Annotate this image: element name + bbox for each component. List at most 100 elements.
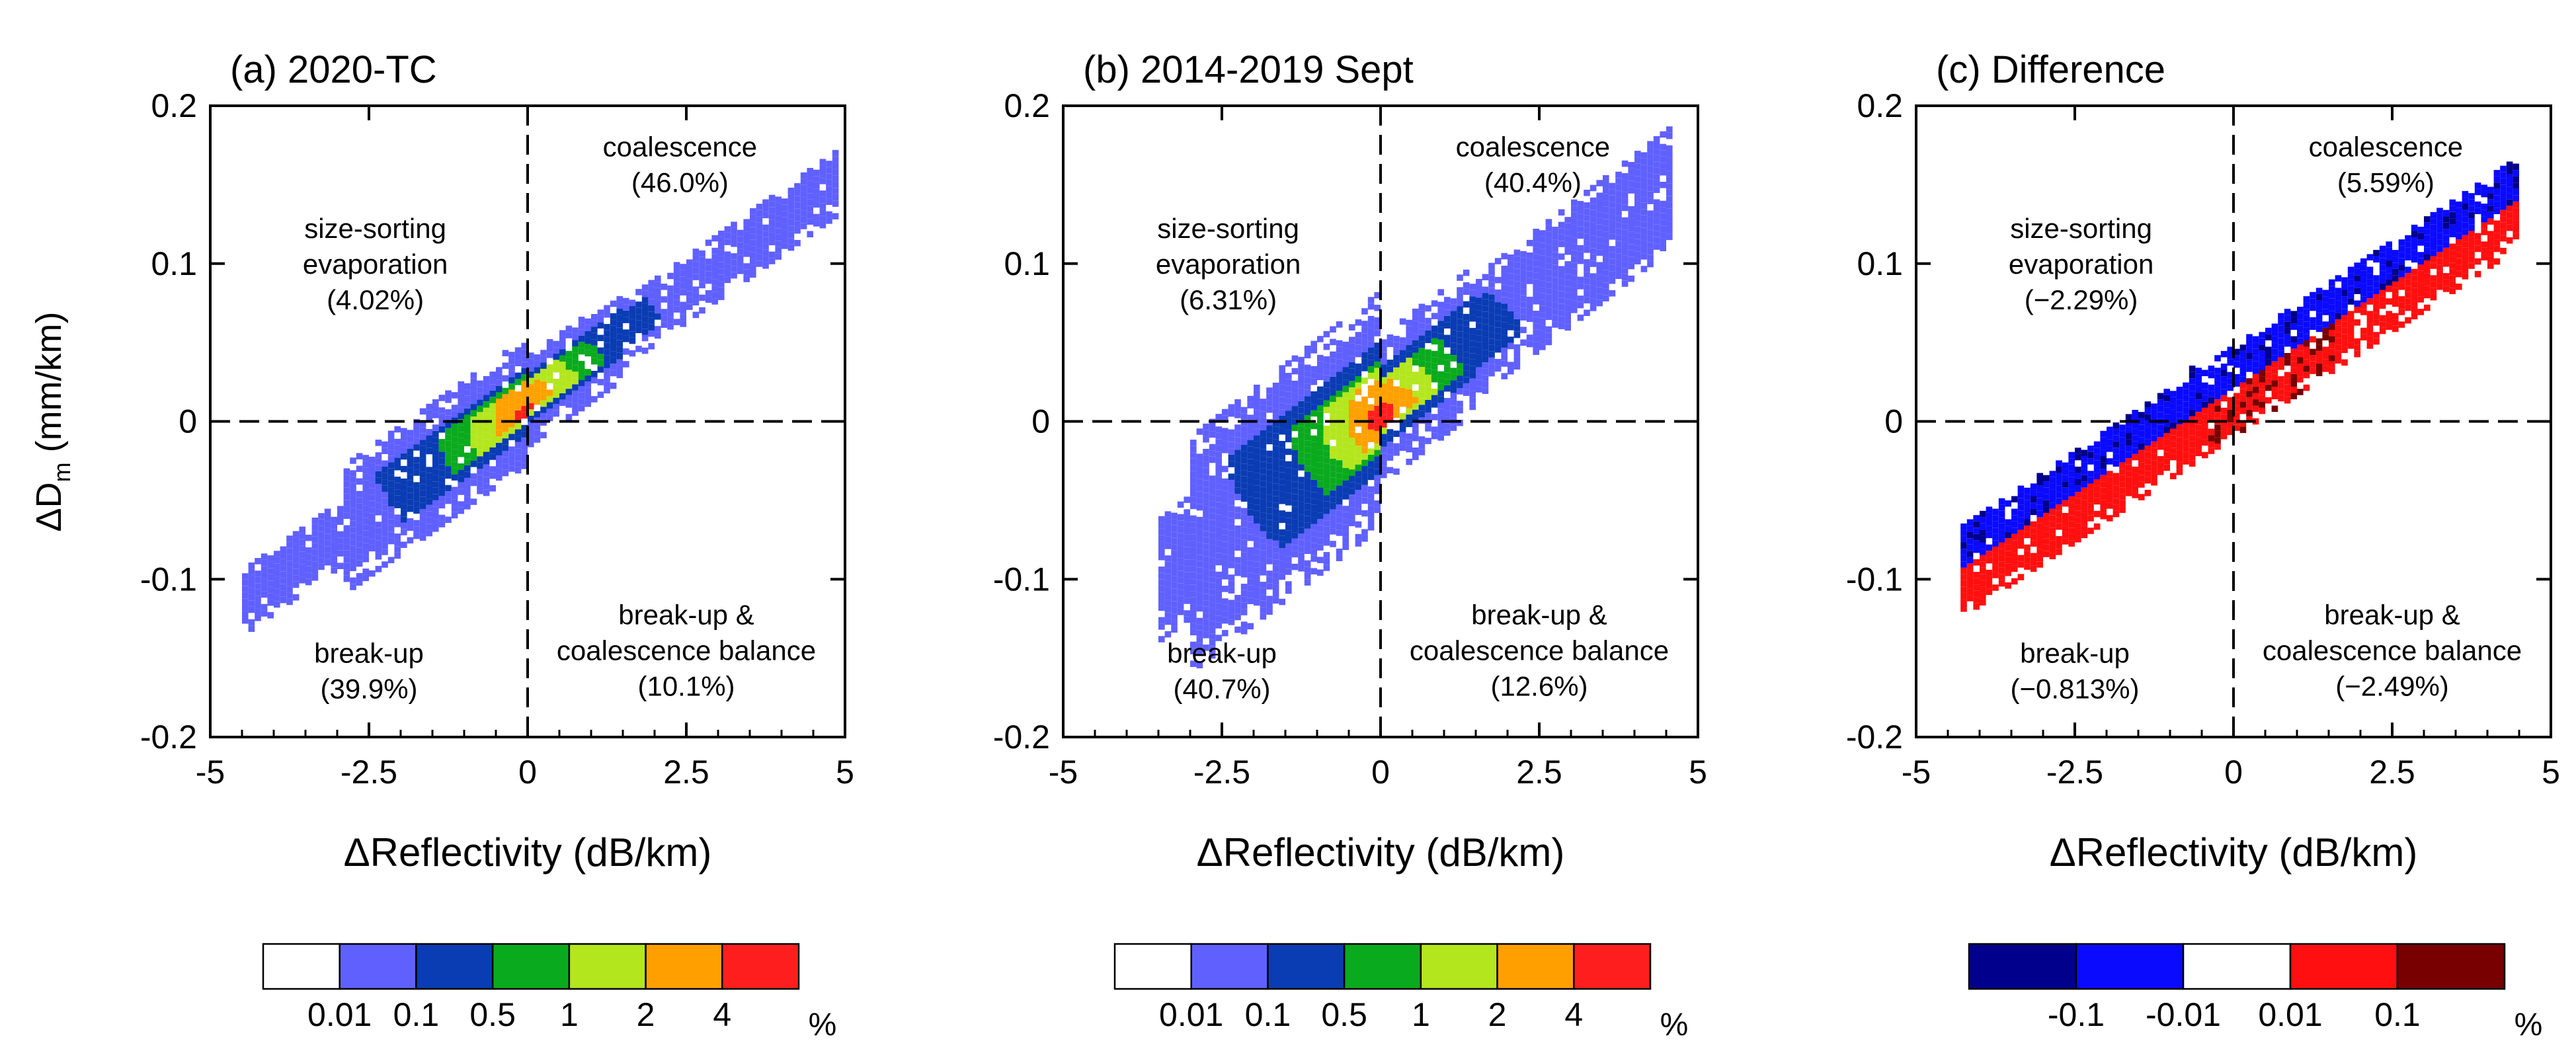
heatmap-cell xyxy=(1260,443,1267,449)
heatmap-cell xyxy=(1660,225,1666,233)
heatmap-cell xyxy=(1310,492,1317,499)
heatmap-cell xyxy=(1463,383,1470,390)
heatmap-cell xyxy=(382,524,388,530)
heatmap-cell xyxy=(1457,325,1463,332)
heatmap-cell xyxy=(2176,387,2183,393)
heatmap-cell xyxy=(362,455,369,461)
heatmap-cell xyxy=(1476,354,1482,362)
heatmap-cell xyxy=(2049,502,2056,509)
heatmap-cell xyxy=(1381,446,1387,453)
heatmap-cell xyxy=(2208,441,2215,448)
heatmap-cell xyxy=(299,558,305,565)
heatmap-cell xyxy=(2151,453,2157,461)
heatmap-cell xyxy=(1272,515,1279,522)
heatmap-cell xyxy=(470,498,477,505)
heatmap-cell xyxy=(1381,421,1387,428)
heatmap-cell xyxy=(2030,553,2037,560)
heatmap-cell xyxy=(2189,371,2196,379)
heatmap-cell xyxy=(2036,510,2043,518)
heatmap-cell xyxy=(1533,254,1539,260)
heatmap-cell xyxy=(1196,637,1203,643)
heatmap-cell xyxy=(1640,227,1648,235)
heatmap-cell xyxy=(2011,521,2018,528)
heatmap-cell xyxy=(514,391,522,398)
heatmap-cell xyxy=(1222,598,1228,605)
heatmap-cell xyxy=(1647,198,1654,204)
heatmap-cell xyxy=(826,211,832,218)
heatmap-cell xyxy=(559,362,566,368)
heatmap-cell xyxy=(502,432,509,439)
heatmap-cell xyxy=(1393,393,1400,399)
heatmap-cell xyxy=(1171,569,1178,576)
heatmap-cell xyxy=(1228,543,1235,550)
heatmap-cell xyxy=(1973,597,1980,604)
heatmap-cell xyxy=(1406,351,1412,358)
heatmap-cell xyxy=(1323,483,1330,489)
heatmap-cell xyxy=(718,243,725,250)
heatmap-cell xyxy=(1564,235,1571,243)
heatmap-cell xyxy=(2513,220,2519,227)
heatmap-cell xyxy=(2322,309,2329,315)
heatmap-cell xyxy=(2493,208,2501,214)
heatmap-cell xyxy=(2087,490,2094,496)
heatmap-cell xyxy=(2456,270,2462,278)
quadrant-label: (−2.49%) xyxy=(2335,671,2449,702)
heatmap-cell xyxy=(2239,344,2247,351)
heatmap-cell xyxy=(553,347,559,354)
heatmap-cell xyxy=(756,229,763,235)
heatmap-cell xyxy=(1381,440,1387,447)
heatmap-cell xyxy=(267,612,274,619)
heatmap-cell xyxy=(413,438,420,445)
heatmap-cell xyxy=(686,291,693,297)
colorbar-unit: % xyxy=(809,1007,837,1042)
heatmap-cell xyxy=(362,543,369,550)
heatmap-cell xyxy=(464,452,471,459)
heatmap-cell xyxy=(572,371,579,378)
heatmap-cell xyxy=(1533,272,1539,280)
heatmap-cell xyxy=(540,369,547,375)
heatmap-cell xyxy=(2011,508,2018,516)
heatmap-cell xyxy=(705,239,712,247)
heatmap-cell xyxy=(534,398,541,405)
heatmap-cell xyxy=(508,421,515,428)
heatmap-cell xyxy=(1196,586,1203,593)
heatmap-cell xyxy=(2303,371,2310,379)
heatmap-cell xyxy=(2265,371,2272,379)
heatmap-cell xyxy=(1621,217,1629,224)
heatmap-cell xyxy=(1247,566,1254,573)
heatmap-cell xyxy=(1584,202,1590,209)
heatmap-cell xyxy=(1260,417,1267,424)
heatmap-cell xyxy=(2043,538,2050,545)
heatmap-cell xyxy=(1387,454,1394,461)
heatmap-cell xyxy=(597,379,604,385)
heatmap-cell xyxy=(458,387,464,394)
colorbar-label: 0.1 xyxy=(393,996,440,1033)
heatmap-cell xyxy=(1450,355,1457,362)
heatmap-cell xyxy=(1190,452,1197,459)
heatmap-cell xyxy=(1381,352,1387,358)
heatmap-cell xyxy=(1298,559,1305,565)
heatmap-cell xyxy=(2138,412,2145,418)
heatmap-cell xyxy=(737,254,744,262)
heatmap-cell xyxy=(1266,469,1273,476)
heatmap-cell xyxy=(2354,307,2360,313)
heatmap-cell xyxy=(2170,428,2177,436)
heatmap-cell xyxy=(2322,346,2329,354)
heatmap-cell xyxy=(438,445,446,452)
heatmap-cell xyxy=(540,412,547,420)
heatmap-cell xyxy=(705,264,712,272)
heatmap-cell xyxy=(1272,522,1279,528)
heatmap-cell xyxy=(1349,500,1355,508)
heatmap-cell xyxy=(2417,309,2424,315)
heatmap-cell xyxy=(1272,477,1279,484)
heatmap-cell xyxy=(1196,662,1203,669)
heatmap-cell xyxy=(2456,258,2462,265)
heatmap-cell xyxy=(521,431,528,438)
heatmap-cell xyxy=(2265,353,2272,360)
heatmap-cell xyxy=(2513,163,2519,171)
heatmap-cell xyxy=(2265,384,2272,391)
heatmap-cell xyxy=(1291,380,1299,387)
heatmap-cell xyxy=(591,358,598,365)
heatmap-cell xyxy=(1184,528,1190,535)
heatmap-cell xyxy=(2036,561,2043,568)
